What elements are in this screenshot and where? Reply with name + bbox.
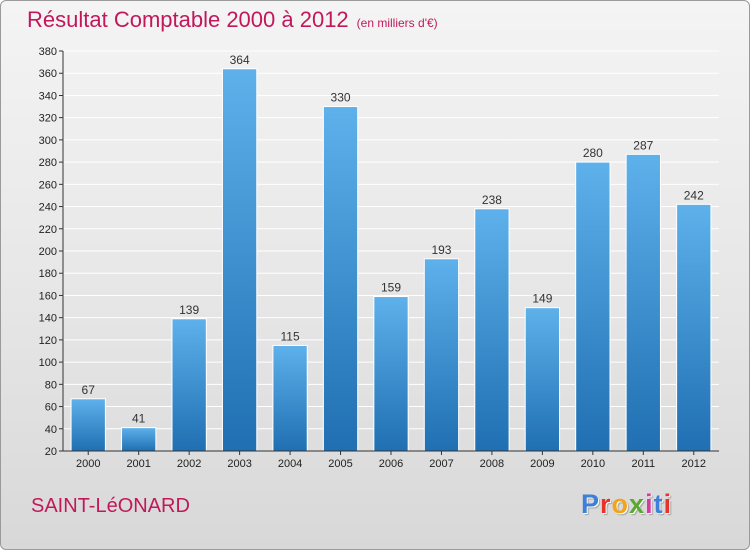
value-label-2012: 242 [684, 188, 704, 202]
value-label-2010: 280 [583, 146, 603, 160]
logo-letter: x [629, 489, 646, 519]
chart-title: Résultat Comptable 2000 à 2012 (en millie… [27, 7, 438, 33]
value-label-2008: 238 [482, 193, 502, 207]
y-tick-label: 360 [39, 68, 57, 80]
bar-2010 [575, 161, 611, 452]
bar-2011 [625, 153, 661, 452]
y-tick-label: 340 [39, 90, 57, 102]
bar-2001 [121, 427, 157, 452]
bar-2012 [676, 203, 712, 452]
y-tick-label: 200 [39, 246, 57, 258]
x-tick-label-2003: 2003 [227, 458, 251, 470]
x-tick-label-2000: 2000 [76, 458, 100, 470]
y-tick-label: 160 [39, 290, 57, 302]
y-tick-label: 180 [39, 268, 57, 280]
bar-2005 [322, 106, 359, 452]
y-tick-label: 240 [39, 202, 57, 214]
bar-2008 [474, 208, 510, 452]
place-name: SAINT-LéONARD [31, 495, 190, 517]
bar-2007 [423, 258, 460, 452]
y-tick-label: 140 [39, 313, 57, 325]
y-tick-label: 60 [45, 402, 57, 414]
y-tick-label: 20 [45, 446, 57, 458]
x-tick-label-2011: 2011 [631, 458, 655, 470]
logo-letter: r [600, 489, 612, 519]
value-label-2005: 330 [331, 91, 351, 105]
bar-2003 [221, 68, 258, 452]
y-tick-label: 120 [39, 335, 57, 347]
y-tick-label: 320 [39, 113, 57, 125]
value-label-2004: 115 [281, 329, 300, 343]
bar-2000 [70, 398, 106, 452]
value-label-2011: 287 [633, 138, 653, 152]
labels: 20 40 60 80 100 120 140 160 180 200 220 240 260 280 30… [39, 46, 706, 470]
logo-letter: i [645, 489, 654, 519]
bar-2006 [373, 296, 409, 452]
x-tick-label-2002: 2002 [177, 458, 201, 470]
logo-letter: P [581, 489, 601, 519]
proxiti-logo: Proxiti [581, 489, 672, 520]
x-tick-label-2012: 2012 [682, 458, 706, 470]
chart-title-text: Résultat Comptable 2000 à 2012 [27, 7, 349, 32]
x-tick-label-2006: 2006 [379, 458, 403, 470]
x-tick-label-2005: 2005 [328, 458, 352, 470]
x-tick-label-2009: 2009 [530, 458, 554, 470]
y-tick-label: 220 [39, 224, 57, 236]
y-tick-label: 80 [45, 379, 57, 391]
x-tick-label-2007: 2007 [429, 458, 453, 470]
value-label-2003: 364 [230, 53, 250, 67]
x-tick-label-2001: 2001 [126, 458, 150, 470]
logo-letter: i [663, 489, 673, 519]
x-tick-label-2008: 2008 [480, 458, 504, 470]
bar-2002 [171, 318, 207, 452]
logo-letter: o [611, 489, 630, 519]
value-label-2001: 41 [132, 412, 146, 426]
y-tick-label: 40 [45, 424, 57, 436]
y-tick-label: 260 [39, 179, 57, 191]
bars [70, 68, 712, 452]
bar-2009 [524, 307, 561, 452]
x-tick-label-2010: 2010 [581, 458, 605, 470]
bar-2004 [272, 344, 308, 452]
axes [59, 50, 719, 455]
y-tick-label: 380 [39, 46, 57, 58]
value-label-2006: 159 [381, 281, 401, 295]
y-tick-label: 300 [39, 135, 57, 147]
y-tick-label: 280 [39, 157, 57, 169]
x-tick-label-2004: 2004 [278, 458, 302, 470]
value-label-2000: 67 [82, 383, 96, 397]
chart-title-unit: (en milliers d'€) [356, 16, 438, 30]
value-label-2002: 139 [179, 303, 199, 317]
logo-letter: t [653, 489, 664, 519]
value-label-2009: 149 [532, 292, 552, 306]
value-label-2007: 193 [431, 243, 451, 257]
y-tick-label: 100 [39, 357, 57, 369]
